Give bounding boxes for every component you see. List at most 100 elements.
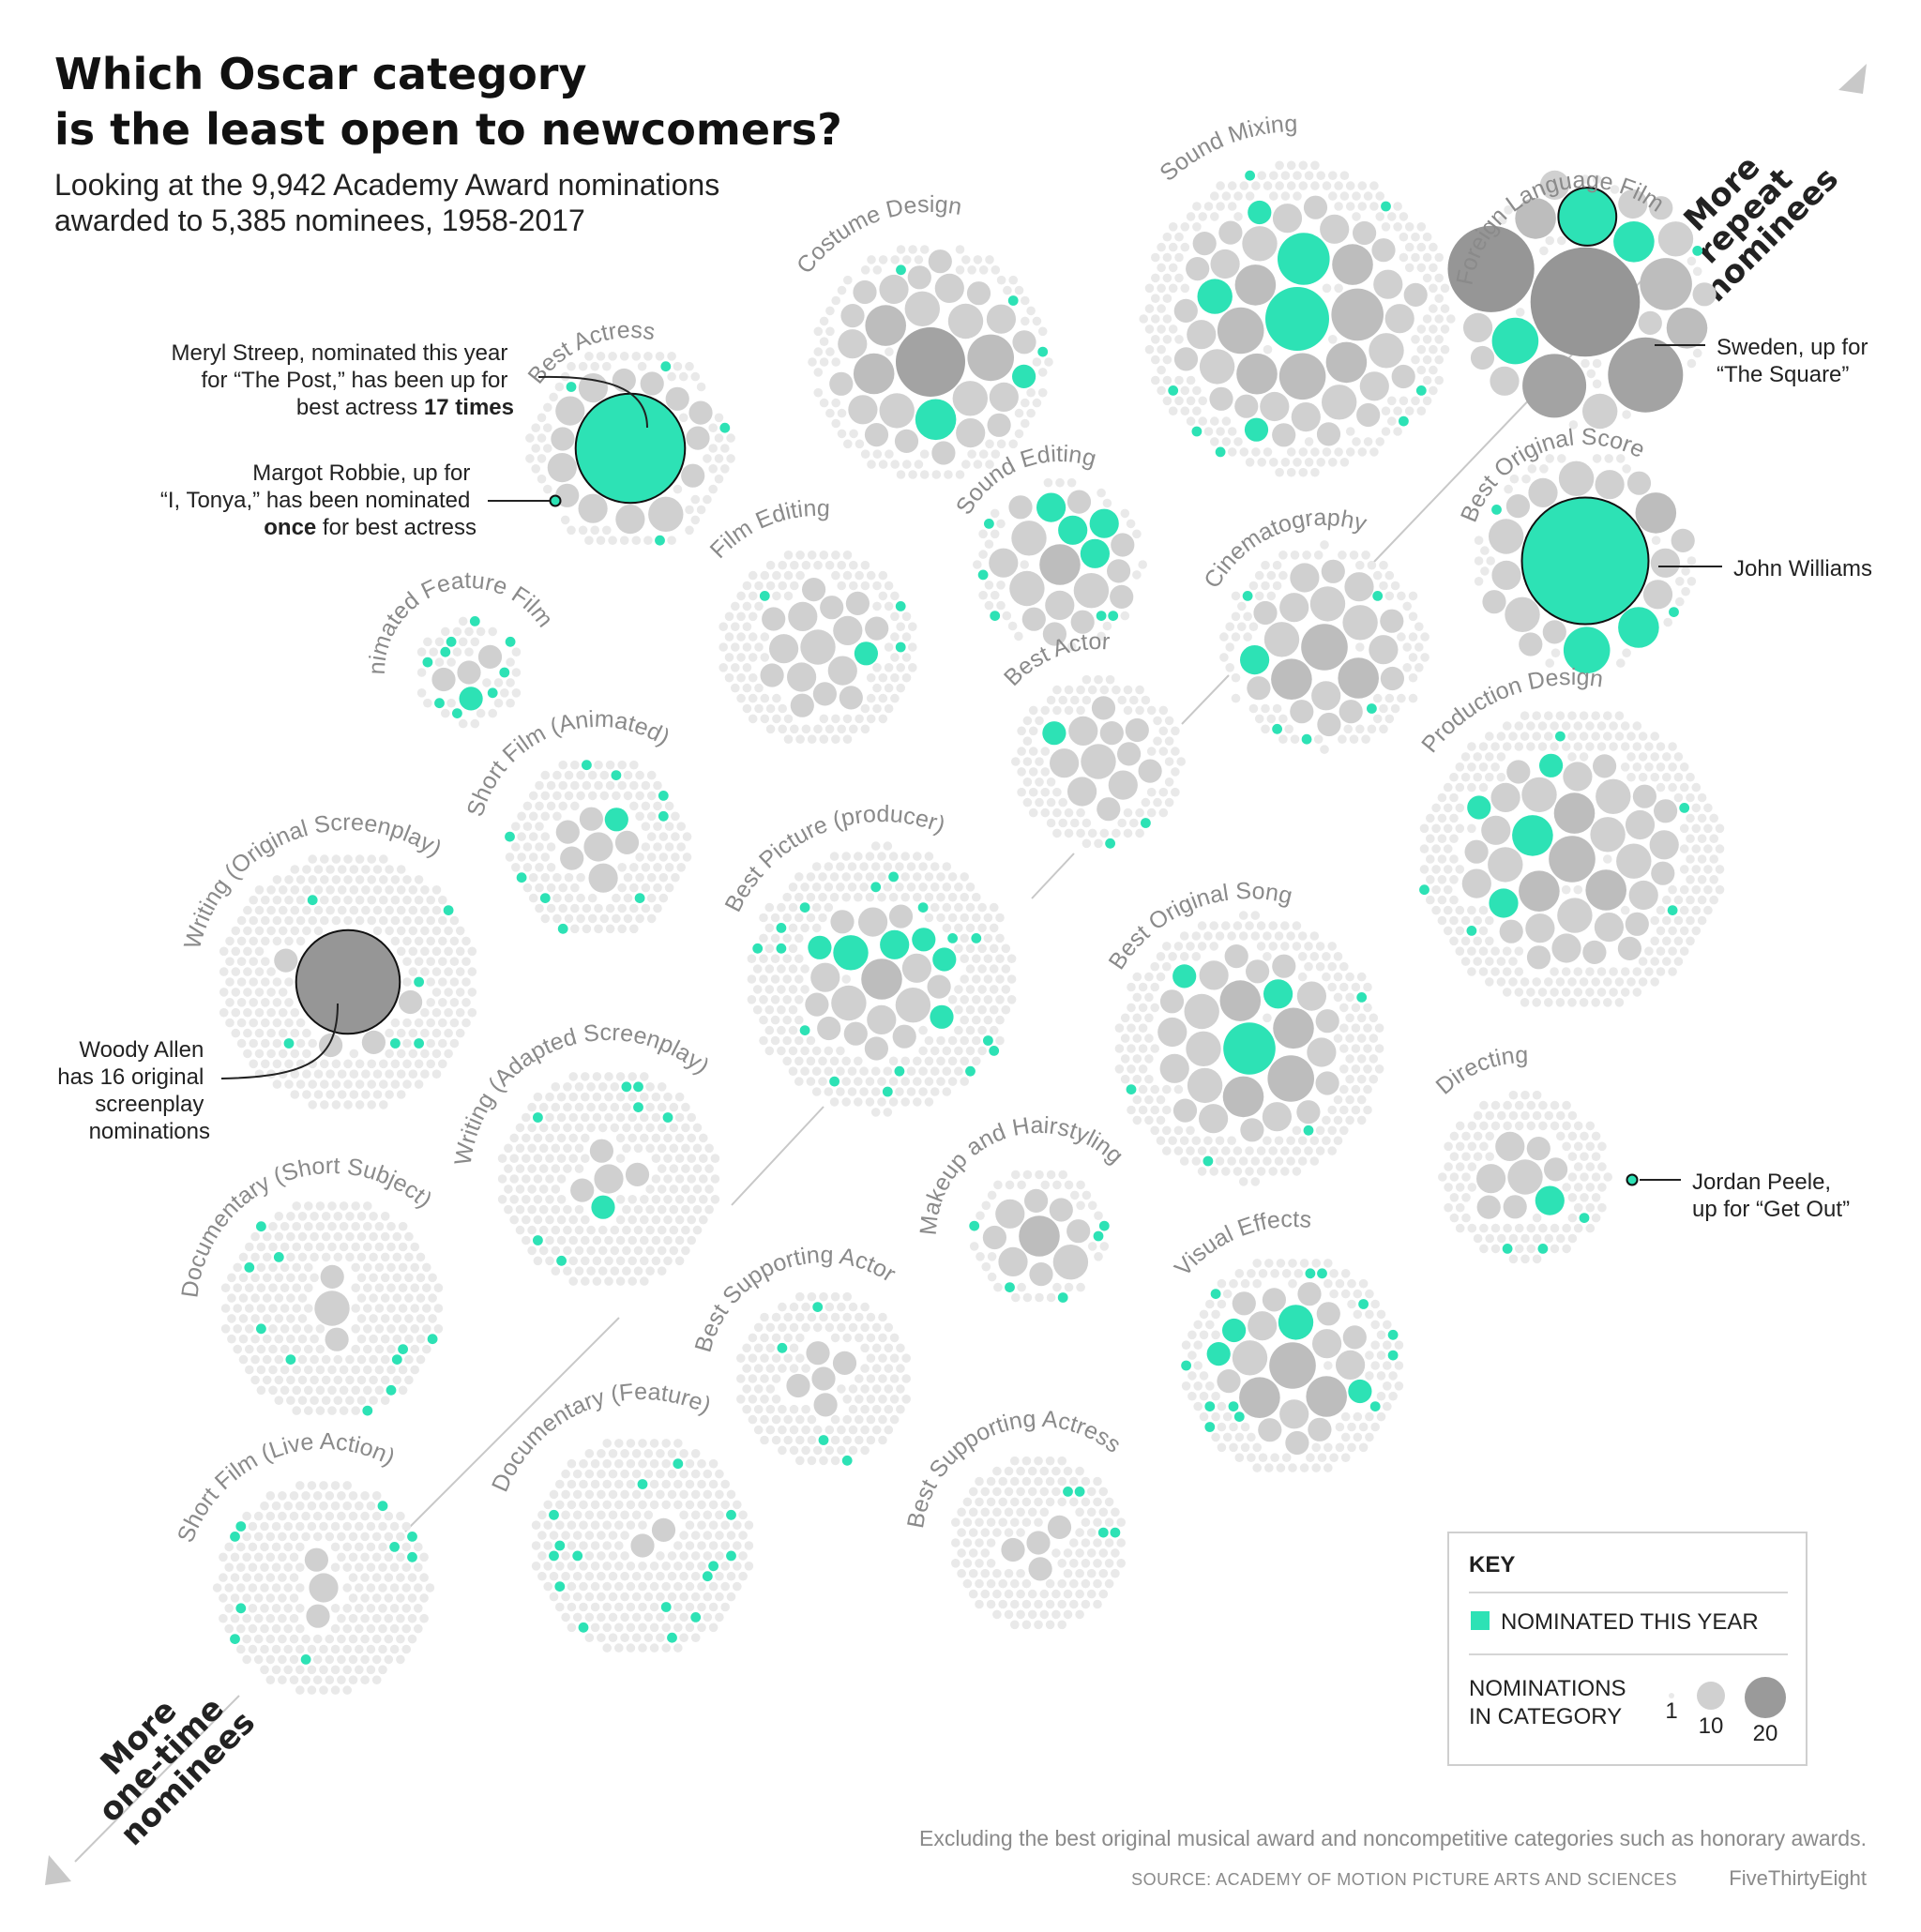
nominee-dot bbox=[349, 905, 359, 915]
nominee-dot bbox=[1209, 1146, 1218, 1155]
nominee-dot bbox=[1388, 1391, 1398, 1401]
nominee-dot bbox=[1369, 447, 1379, 457]
nominee-dot bbox=[629, 883, 639, 893]
nominee-dot bbox=[619, 536, 629, 545]
nominee-dot bbox=[289, 1675, 299, 1684]
nominee-dot bbox=[1393, 202, 1402, 211]
nominee-dot bbox=[1573, 967, 1583, 976]
nominee-dot bbox=[1431, 803, 1441, 813]
nominee-dot-nominated bbox=[1096, 611, 1107, 621]
nominee-dot bbox=[384, 1552, 394, 1562]
nominee-dot-nominated bbox=[1692, 246, 1703, 256]
nominee-dot bbox=[1250, 911, 1261, 920]
nominee-dot bbox=[972, 892, 981, 902]
nominee-dot bbox=[661, 1479, 671, 1489]
nominee-dot bbox=[304, 1385, 313, 1396]
nominee-dot bbox=[1532, 1233, 1542, 1244]
repeat-nominee-bubble-nominated bbox=[1539, 753, 1564, 777]
nominee-dot bbox=[1561, 967, 1571, 976]
nominee-dot bbox=[236, 1018, 247, 1028]
nominee-dot bbox=[337, 885, 347, 895]
nominee-dot bbox=[818, 872, 827, 882]
repeat-nominee-bubble bbox=[1108, 770, 1138, 800]
nominee-dot bbox=[1408, 672, 1418, 683]
nominee-dot bbox=[1081, 1538, 1091, 1547]
nominee-dot bbox=[1252, 1463, 1262, 1472]
nominee-dot bbox=[1349, 734, 1359, 744]
nominee-dot bbox=[1644, 762, 1654, 772]
nominee-dot bbox=[1199, 1371, 1209, 1381]
nominee-dot bbox=[1335, 1278, 1345, 1289]
nominee-dot bbox=[806, 892, 816, 902]
nominee-dot bbox=[342, 1623, 353, 1634]
nominee-dot bbox=[1168, 1136, 1177, 1145]
nominee-dot bbox=[824, 560, 835, 570]
nominee-dot bbox=[635, 770, 644, 780]
nominee-dot bbox=[667, 536, 676, 545]
nominee-dot bbox=[918, 1066, 928, 1076]
nominee-dot bbox=[236, 1038, 247, 1049]
nominee-dot bbox=[260, 1665, 269, 1675]
nominee-dot bbox=[1591, 711, 1600, 720]
nominee-dot-nominated bbox=[386, 1384, 397, 1396]
nominee-dot bbox=[504, 1164, 513, 1173]
nominee-dot bbox=[1237, 622, 1247, 631]
nominee-dot bbox=[626, 1439, 636, 1448]
nominee-dot bbox=[967, 265, 976, 275]
nominee-dot bbox=[1345, 972, 1354, 982]
nominee-dot bbox=[470, 637, 480, 647]
streep-count: 17 times bbox=[424, 395, 514, 420]
repeat-nominee-bubble bbox=[1617, 936, 1641, 960]
nominee-dot bbox=[1397, 693, 1406, 703]
nominee-dot bbox=[764, 964, 775, 974]
nominee-dot bbox=[410, 1365, 420, 1375]
nominee-dot bbox=[981, 1200, 991, 1211]
streep-leader bbox=[537, 375, 648, 429]
nominee-dot bbox=[1467, 823, 1476, 834]
nominee-dot bbox=[266, 988, 276, 997]
nominee-dot bbox=[697, 1500, 706, 1510]
nominee-dot bbox=[531, 1541, 541, 1550]
nominee-dot bbox=[801, 1425, 810, 1435]
nominee-dot bbox=[1473, 936, 1482, 946]
nominee-dot bbox=[1075, 1609, 1084, 1620]
nominee-dot bbox=[1339, 1064, 1349, 1074]
nominee-dot bbox=[1126, 519, 1136, 529]
repeat-nominee-bubble bbox=[314, 1291, 350, 1326]
repeat-nominee-bubble bbox=[1593, 754, 1617, 778]
nominee-dot bbox=[1293, 458, 1302, 467]
nominee-dot bbox=[1479, 1141, 1489, 1152]
nominee-dot bbox=[342, 1604, 353, 1613]
nominee-dot bbox=[379, 915, 388, 926]
nominee-dot bbox=[422, 1324, 431, 1334]
nominee-dot bbox=[253, 1654, 264, 1665]
nominee-dot bbox=[620, 1531, 629, 1540]
nominee-dot bbox=[811, 923, 822, 933]
nominee-dot bbox=[1490, 1244, 1501, 1254]
nominee-dot bbox=[1686, 772, 1695, 782]
nominee-dot bbox=[380, 1252, 390, 1262]
nominee-dot bbox=[1193, 1401, 1203, 1411]
repeat-nominee-bubble bbox=[1666, 308, 1708, 349]
nominee-dot bbox=[1591, 998, 1600, 1007]
nominee-dot bbox=[337, 1552, 346, 1562]
nominee-dot bbox=[426, 998, 436, 1007]
nominee-dot bbox=[295, 1521, 305, 1532]
nominee-dot bbox=[1064, 1180, 1074, 1190]
nominee-dot bbox=[1266, 714, 1277, 724]
nominee-dot bbox=[1008, 439, 1018, 449]
nominee-dot bbox=[1076, 1180, 1085, 1190]
nominee-dot bbox=[543, 444, 552, 453]
nominee-dot bbox=[345, 1354, 355, 1365]
nominee-dot bbox=[219, 1552, 228, 1562]
nominee-dot bbox=[549, 1531, 559, 1540]
nominee-dot bbox=[1514, 1121, 1524, 1131]
nominee-dot bbox=[1473, 957, 1482, 966]
nominee-dot bbox=[1094, 1211, 1103, 1220]
nominee-dot bbox=[355, 1079, 365, 1089]
nominee-dot bbox=[884, 1322, 894, 1333]
nominee-dot bbox=[378, 1542, 387, 1552]
nominee-dot bbox=[760, 693, 770, 703]
nominee-dot bbox=[1514, 1244, 1524, 1254]
nominee-dot bbox=[991, 265, 1001, 275]
